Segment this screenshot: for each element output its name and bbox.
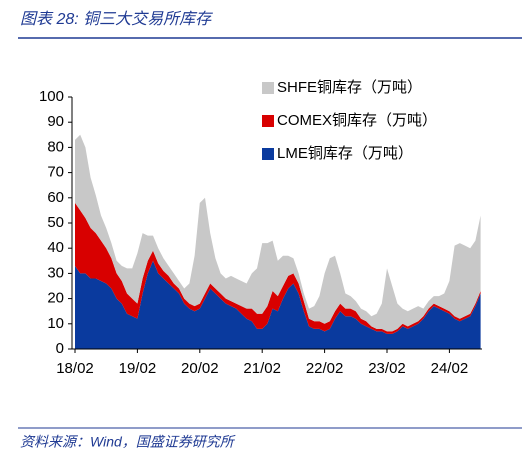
legend-swatch [262,82,274,94]
source: 资料来源：Wind，国盛证券研究所 [20,434,236,450]
y-tick-label: 60 [47,189,64,206]
x-tick-label: 23/02 [368,360,406,377]
legend-label: COMEX铜库存（万吨） [277,112,437,129]
area [75,202,481,334]
y-tick-label: 40 [47,239,64,256]
y-tick-label: 20 [47,290,64,307]
y-tick-label: 10 [47,315,64,332]
legend-swatch [262,148,274,160]
x-tick-label: 18/02 [56,360,94,377]
x-tick-label: 21/02 [243,360,281,377]
legend-label: LME铜库存（万吨） [277,145,413,162]
x-tick-label: 24/02 [431,360,469,377]
y-tick-label: 50 [47,214,64,231]
y-tick-label: 90 [47,113,64,130]
legend-swatch [262,115,274,127]
y-tick-label: 80 [47,138,64,155]
x-tick-label: 20/02 [181,360,219,377]
area [75,260,481,349]
area [75,134,481,332]
x-tick-label: 19/02 [119,360,157,377]
y-tick-label: 70 [47,164,64,181]
y-tick-label: 0 [56,340,64,357]
chart-title: 图表 28: 铜三大交易所库存 [20,10,213,28]
legend-label: SHFE铜库存（万吨） [277,79,422,96]
y-tick-label: 30 [47,264,64,281]
y-tick-label: 100 [39,88,64,105]
x-tick-label: 22/02 [306,360,344,377]
